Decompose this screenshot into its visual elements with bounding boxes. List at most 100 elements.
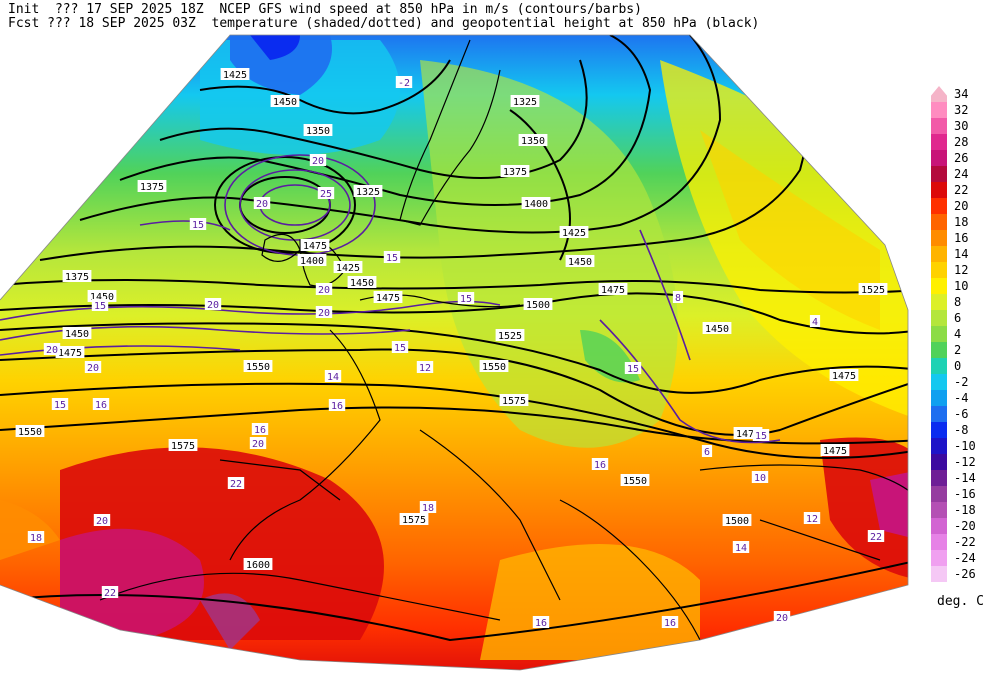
height-label: 1475 (832, 371, 856, 382)
height-label: 1525 (861, 285, 885, 296)
height-label-bg (521, 197, 551, 209)
legend-swatch (931, 262, 947, 278)
legend-label: 26 (954, 151, 969, 165)
contour-label-bg (249, 437, 267, 449)
contour-label-bg (752, 429, 770, 441)
legend-entry: 18 (926, 214, 986, 230)
contour-label: 16 (594, 460, 606, 471)
height-label: 1550 (623, 476, 647, 487)
contour-label: -2 (398, 78, 410, 89)
height-label-bg (565, 255, 595, 267)
contour-label-bg (317, 187, 335, 199)
legend-swatch (931, 422, 947, 438)
height-label: 1425 (336, 263, 360, 274)
height-label-bg (62, 270, 92, 282)
legend-entry: -2 (926, 374, 986, 390)
legend-label: 6 (954, 311, 962, 325)
legend-label: -20 (954, 519, 976, 533)
contour-label: 20 (256, 199, 268, 210)
temperature-shading (0, 35, 908, 670)
height-label: 1450 (350, 278, 374, 289)
legend-swatch (931, 342, 947, 358)
legend-swatch (931, 86, 947, 102)
contour-label-bg (773, 611, 791, 623)
height-label: 1350 (521, 136, 545, 147)
legend-entry: 2 (926, 342, 986, 358)
contour-label-bg (661, 616, 679, 628)
height-label-bg (499, 394, 529, 406)
height-label-bg (518, 134, 548, 146)
contour-label: 15 (394, 343, 406, 354)
height-label-bg (523, 298, 553, 310)
contour-label-bg (809, 315, 821, 327)
contour-label-bg (416, 361, 434, 373)
height-label-bg (137, 180, 167, 192)
legend-entry: 26 (926, 150, 986, 166)
height-label-bg (347, 276, 377, 288)
legend-entry: -14 (926, 470, 986, 486)
legend-label: 32 (954, 103, 969, 117)
temperature-legend: 34 32 30 28 26 24 22 20 18 16 14 12 10 8 6 4 2 0 -2 -4 -6 -8-… (926, 86, 986, 586)
contour-label: 20 (46, 345, 58, 356)
legend-swatch (931, 550, 947, 566)
legend-entry: -10 (926, 438, 986, 454)
contour-label-bg (93, 514, 111, 526)
height-label-bg (243, 360, 273, 372)
height-label: 1375 (140, 182, 164, 193)
legend-swatch (931, 326, 947, 342)
height-label-bg (62, 327, 92, 339)
legend-swatch (931, 470, 947, 486)
legend-entry: -26 (926, 566, 986, 582)
legend-entry: 10 (926, 278, 986, 294)
height-label: 1450 (273, 97, 297, 108)
contour-label: 6 (704, 447, 710, 458)
legend-swatch (931, 486, 947, 502)
height-label: 1475 (736, 429, 760, 440)
header-line-init: Init ??? 17 SEP 2025 18Z NCEP GFS wind s… (8, 2, 642, 17)
height-label: 1575 (502, 396, 526, 407)
legend-entry: -16 (926, 486, 986, 502)
height-label-bg (829, 369, 859, 381)
legend-swatch (931, 118, 947, 134)
legend-entry: 12 (926, 262, 986, 278)
contour-label-bg (189, 218, 207, 230)
contour-label-bg (732, 541, 750, 553)
legend-entry: 28 (926, 134, 986, 150)
legend-swatch (931, 518, 947, 534)
height-label-bg (303, 124, 333, 136)
height-label-bg (559, 226, 589, 238)
contour-label: 4 (812, 317, 818, 328)
height-label: 1375 (503, 167, 527, 178)
legend-label: -8 (954, 423, 969, 437)
contour-label-bg (701, 445, 713, 457)
contour-label: 14 (735, 543, 747, 554)
contour-label: 20 (776, 613, 788, 624)
contour-label: 20 (318, 308, 330, 319)
contour-label: 20 (87, 363, 99, 374)
contour-label: 16 (95, 400, 107, 411)
height-label: 1500 (526, 300, 550, 311)
legend-entry: 24 (926, 166, 986, 182)
header-line-forecast: Fcst ??? 18 SEP 2025 03Z temperature (sh… (8, 16, 760, 31)
contour-label: 15 (54, 400, 66, 411)
contour-label-bg (624, 362, 642, 374)
legend-label: 4 (954, 327, 962, 341)
legend-entry: 6 (926, 310, 986, 326)
height-label-bg (510, 95, 540, 107)
legend-label: -4 (954, 391, 969, 405)
legend-label: -6 (954, 407, 969, 421)
contour-label: 20 (318, 285, 330, 296)
height-label: 1350 (306, 126, 330, 137)
contour-label: 12 (806, 514, 818, 525)
legend-label: 24 (954, 167, 969, 181)
height-label-bg (820, 444, 850, 456)
height-label: 1475 (601, 285, 625, 296)
height-label: 1575 (171, 441, 195, 452)
legend-label: -24 (954, 551, 976, 565)
contour-label: 16 (535, 618, 547, 629)
legend-label: -2 (954, 375, 969, 389)
legend-swatch (931, 502, 947, 518)
height-label: 1325 (356, 187, 380, 198)
contour-label-bg (867, 530, 885, 542)
